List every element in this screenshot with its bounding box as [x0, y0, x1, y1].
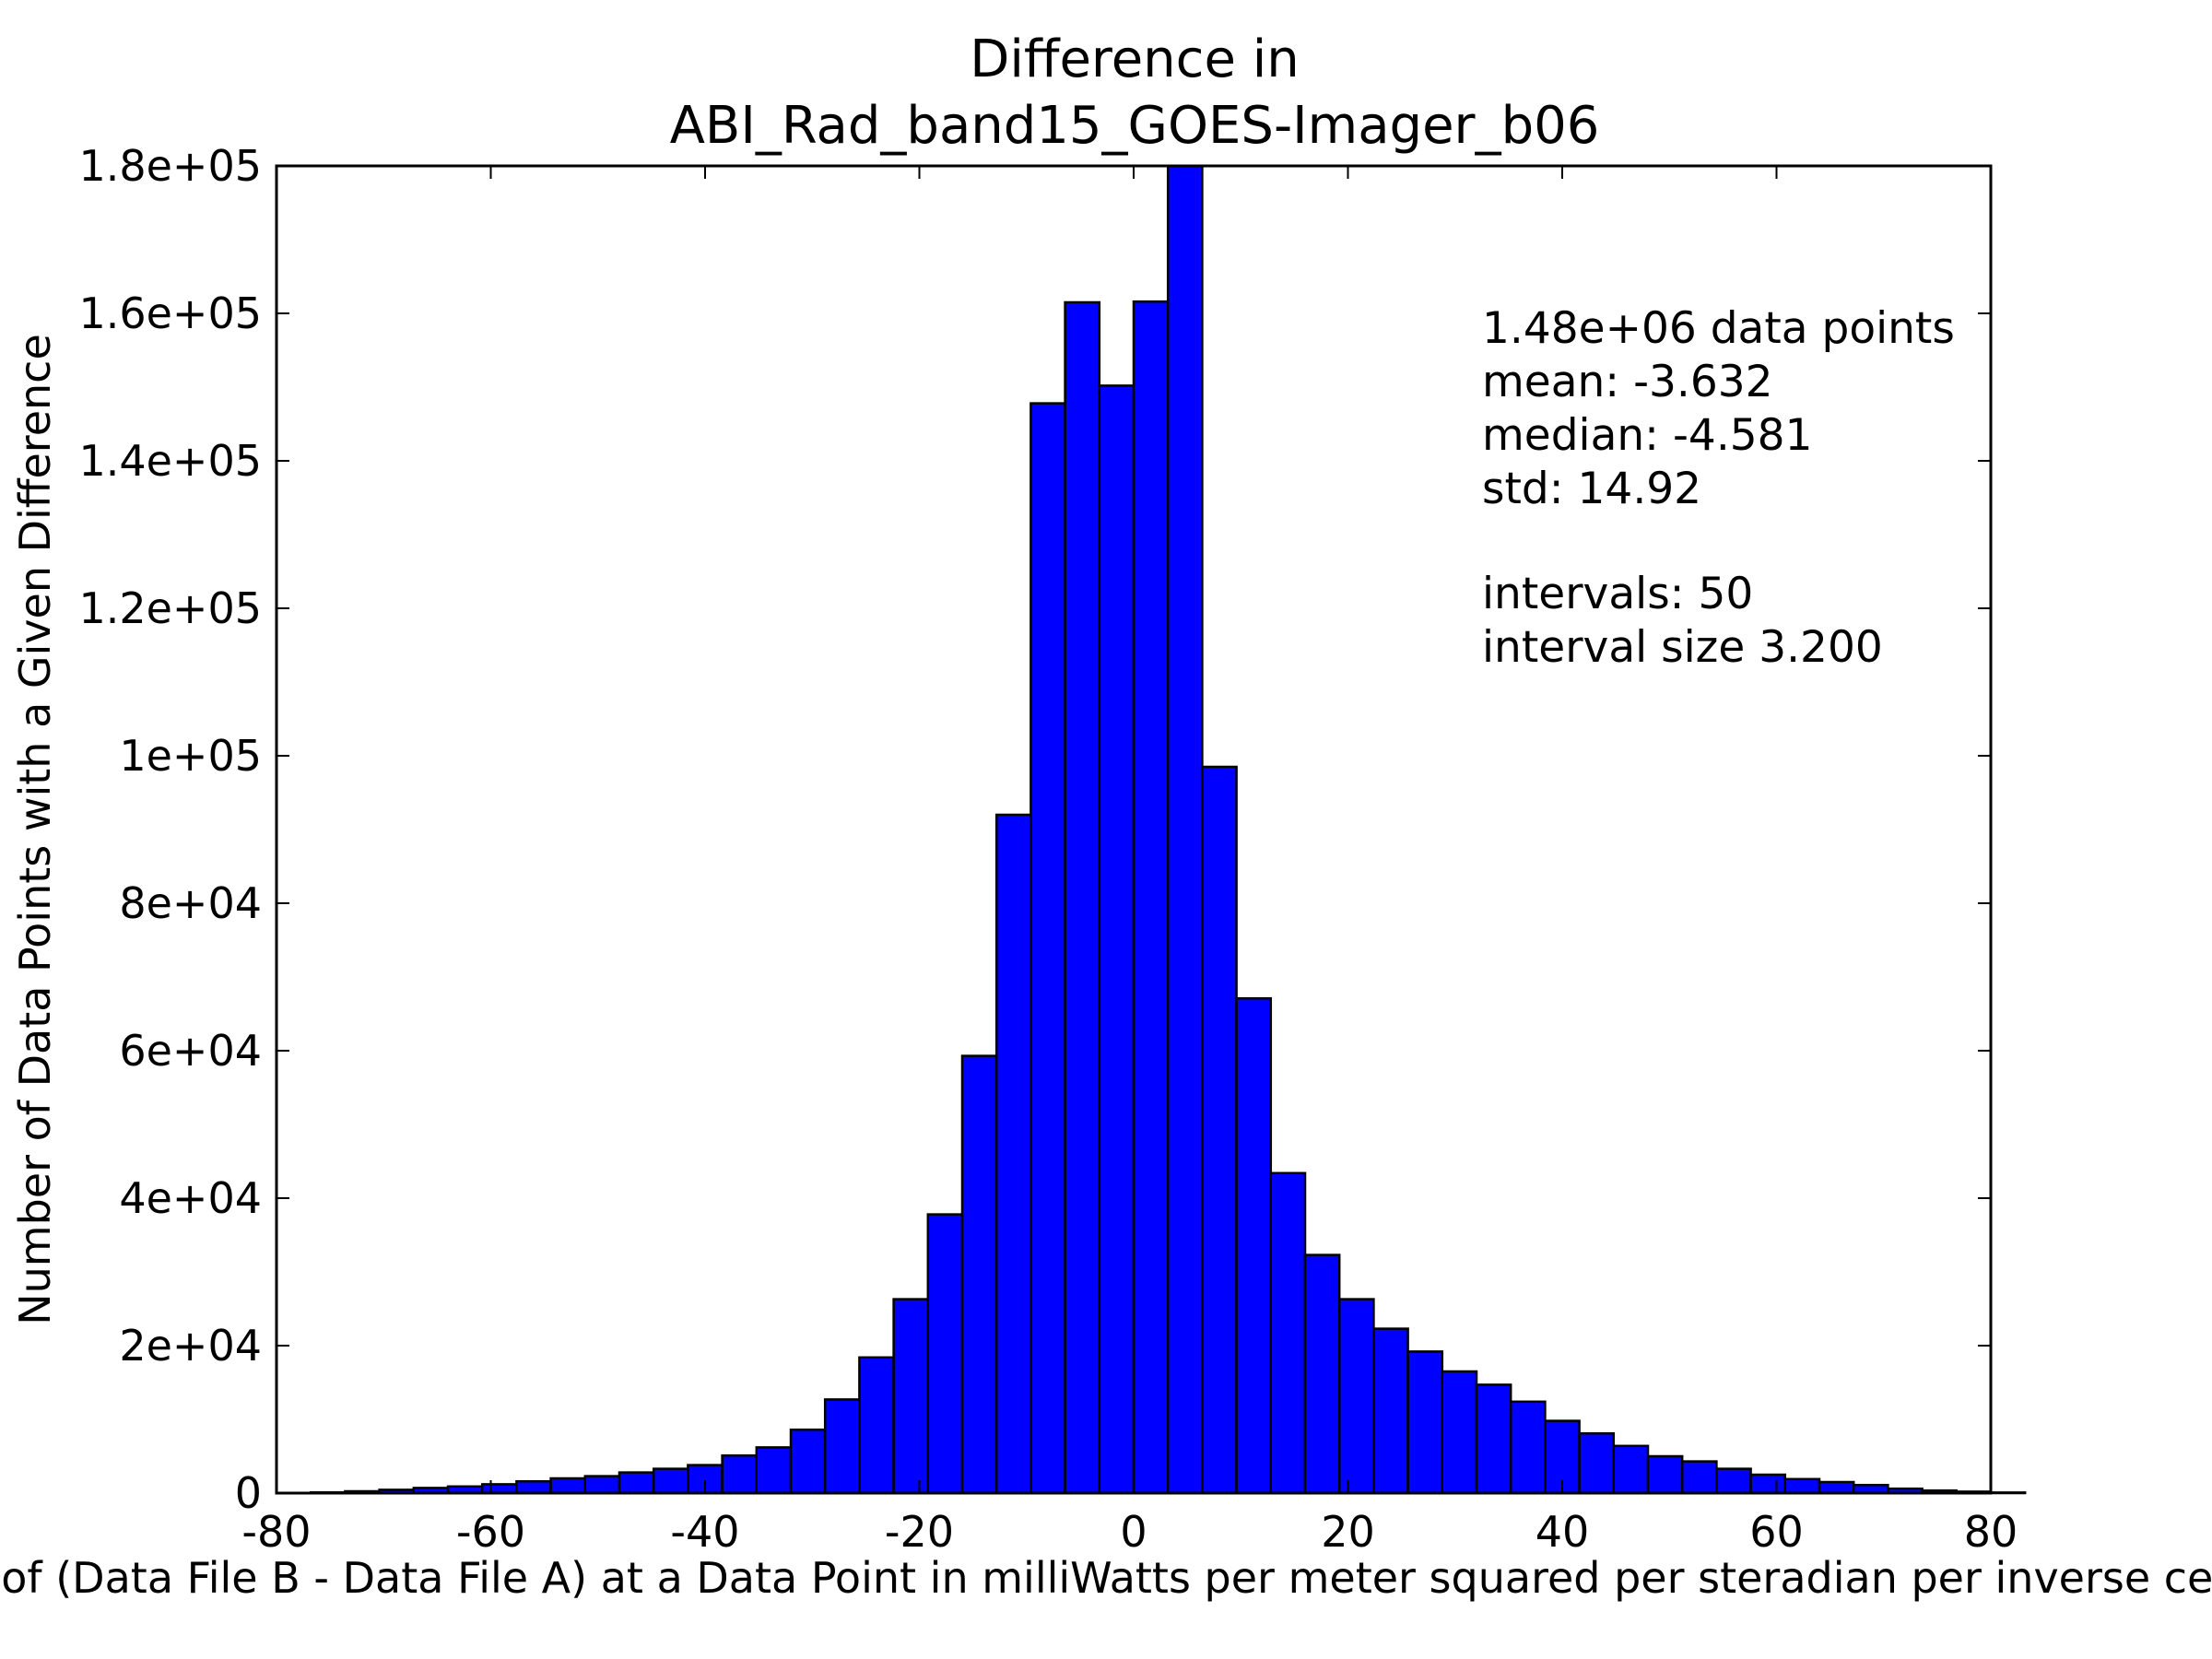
y-tick-label: 0	[235, 1468, 262, 1518]
y-tick-label: 8e+04	[119, 878, 262, 928]
histogram-bar	[1372, 1327, 1409, 1495]
histogram-bar	[1303, 1253, 1341, 1495]
histogram-bar	[1201, 765, 1238, 1495]
histogram-bar	[1715, 1467, 1752, 1495]
stats-interval-size: interval size 3.200	[1482, 622, 1883, 673]
x-tick-label: -40	[670, 1507, 739, 1557]
stats-mean: mean: -3.632	[1482, 357, 1773, 407]
chart-title-line-2: ABI_Rad_band15_GOES-Imager_b06	[670, 96, 1600, 156]
histogram-bar	[823, 1398, 861, 1495]
histogram-bar	[515, 1479, 552, 1495]
histogram-bar	[1612, 1444, 1650, 1495]
histogram-bar	[1680, 1460, 1718, 1495]
histogram-bar	[1818, 1480, 1855, 1495]
histogram-bar	[1441, 1370, 1478, 1495]
x-axis-label: Value of (Data File B - Data File A) at …	[0, 1553, 2212, 1603]
x-tick-label: -80	[241, 1507, 311, 1557]
histogram-bar	[1030, 402, 1066, 1495]
histogram-bar	[1475, 1383, 1512, 1495]
histogram-bar	[994, 813, 1032, 1495]
x-tick-label: -20	[885, 1507, 954, 1557]
histogram-bar	[1098, 384, 1135, 1495]
histogram-bar	[1337, 1298, 1375, 1495]
histogram-bar	[549, 1477, 587, 1495]
y-tick-label: 1.2e+05	[78, 583, 262, 633]
stats-std: std: 14.92	[1482, 464, 1701, 514]
stats-annotation: 1.48e+06 data points mean: -3.632 median…	[1482, 303, 1955, 673]
y-tick-label: 1.6e+05	[78, 288, 262, 338]
y-tick-label: 4e+04	[119, 1173, 262, 1223]
x-tick-label: 60	[1749, 1507, 1804, 1557]
histogram-bar	[1578, 1431, 1616, 1495]
histogram-bar	[1406, 1350, 1444, 1495]
plot-area-frame	[275, 164, 1993, 1495]
histogram-bar	[1749, 1473, 1787, 1495]
histogram-bar	[1064, 300, 1101, 1495]
histogram-bar	[858, 1356, 895, 1495]
histogram-bar	[1783, 1477, 1821, 1495]
x-tick-label: 0	[1120, 1507, 1147, 1557]
x-axis-ticks: -80 -60 -40 -20 0 20 40 60 80	[241, 166, 2018, 1557]
y-tick-label: 6e+04	[119, 1026, 262, 1076]
histogram-bar	[1269, 1171, 1307, 1495]
x-tick-label: 40	[1535, 1507, 1590, 1557]
x-tick-label: 80	[1964, 1507, 2018, 1557]
x-tick-label: 20	[1321, 1507, 1375, 1557]
histogram-bar	[789, 1428, 827, 1495]
histogram-bar	[721, 1453, 759, 1495]
histogram-bar	[618, 1471, 655, 1495]
histogram-bar	[583, 1475, 621, 1495]
histogram-bar	[1132, 300, 1170, 1495]
y-tick-label: 1.4e+05	[78, 436, 262, 486]
histogram-bar	[755, 1446, 793, 1495]
histogram-bar	[652, 1467, 689, 1495]
stats-intervals: intervals: 50	[1482, 569, 1753, 619]
y-axis-ticks: 0 2e+04 4e+04 6e+04 8e+04 1e+05 1.2e+05 1.4e+05…	[78, 141, 1991, 1518]
chart-title-line-1: Difference in	[970, 29, 1300, 89]
histogram-bar	[1166, 164, 1204, 1495]
y-tick-label: 1e+05	[119, 731, 262, 781]
x-tick-label: -60	[456, 1507, 525, 1557]
y-tick-label: 1.8e+05	[78, 141, 262, 191]
histogram-bar	[1509, 1400, 1547, 1495]
histogram-bar	[1235, 996, 1273, 1495]
stats-data-points: 1.48e+06 data points	[1482, 303, 1955, 354]
histogram-bar	[960, 1054, 998, 1495]
histogram-bar	[892, 1298, 930, 1495]
histogram-bar	[926, 1213, 964, 1495]
stats-median: median: -4.581	[1482, 410, 1812, 461]
histogram-bar	[1989, 1491, 2027, 1495]
y-axis-label: Number of Data Points with a Given Diffe…	[10, 334, 60, 1325]
y-tick-label: 2e+04	[119, 1321, 262, 1371]
histogram-bar	[1646, 1454, 1684, 1495]
